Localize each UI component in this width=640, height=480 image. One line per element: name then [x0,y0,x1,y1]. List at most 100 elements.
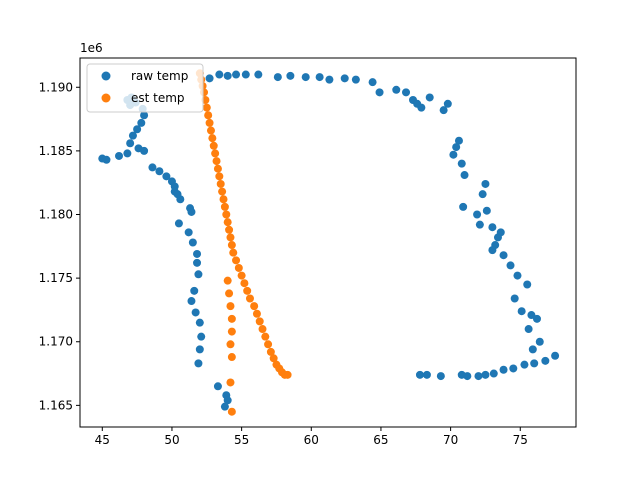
data-point [460,171,469,180]
x-tick-label: 60 [304,433,319,447]
data-point [137,118,146,127]
data-point [170,182,179,191]
data-point [392,85,401,94]
data-point [225,225,234,234]
data-point [527,311,536,320]
data-point [123,149,132,158]
data-point [478,190,487,199]
data-point [439,106,448,115]
data-point [102,155,111,164]
y-tick-label: 1.165 [39,398,73,412]
data-point [283,370,292,379]
data-point [523,280,532,289]
data-point [195,345,204,354]
y-offset-label: 1e6 [80,41,103,55]
y-tick-label: 1.185 [39,144,73,158]
data-point [204,111,213,120]
x-tick-label: 65 [373,433,388,447]
data-point [211,149,220,158]
data-point [232,256,241,265]
data-point [286,71,295,80]
y-tick-label: 1.175 [39,271,73,285]
data-point [162,172,171,181]
legend-box [86,63,204,113]
data-point [115,151,124,160]
data-point [528,345,537,354]
data-point [325,75,334,84]
x-tick-label: 70 [443,433,458,447]
legend-label: est temp [131,91,185,105]
data-point [520,360,529,369]
data-point [193,258,202,267]
data-point [133,125,142,134]
data-point [375,88,384,97]
legend-label: raw temp [131,69,188,83]
data-point [173,190,182,199]
data-point [269,354,278,363]
data-point [457,159,466,168]
data-point [226,233,235,242]
data-point [315,73,324,82]
data-point [140,111,149,120]
data-point [530,359,539,368]
x-tick-label: 50 [164,433,179,447]
data-point [475,220,484,229]
data-point [436,372,445,381]
data-point [452,143,461,152]
data-point [215,172,224,181]
data-point [417,103,426,112]
data-point [496,228,505,237]
data-point [191,308,200,317]
data-point [443,99,452,108]
data-point [482,206,491,215]
data-point [513,271,522,280]
data-point [506,261,515,270]
data-point [128,131,137,140]
data-point [226,378,235,387]
data-point [218,187,227,196]
data-point [551,351,560,360]
legend-marker [101,93,111,103]
data-point [227,314,236,323]
data-point [190,286,199,295]
data-point [213,164,222,173]
data-point [524,325,533,334]
data-point [273,73,282,82]
data-point [255,317,264,326]
series-est-temp [195,69,292,416]
data-point [415,370,424,379]
data-point [264,340,273,349]
data-point [148,163,157,172]
data-point [459,202,468,211]
data-point [187,207,196,216]
data-point [140,146,149,155]
data-point [195,318,204,327]
data-point [193,249,202,258]
data-point [227,327,236,336]
data-point [368,78,377,87]
data-point [481,179,490,188]
data-point [205,118,214,127]
data-point [223,276,232,285]
y-tick-label: 1.170 [39,335,73,349]
data-point [301,73,310,82]
data-point [227,353,236,362]
data-point [226,302,235,311]
x-tick-label: 75 [513,433,528,447]
y-tick-label: 1.190 [39,80,73,94]
data-point [223,396,232,405]
data-point [223,218,232,227]
data-point [488,246,497,255]
data-point [208,134,217,143]
data-point [422,370,431,379]
data-point [197,332,206,341]
data-point [206,126,215,135]
legend-marker [101,71,111,81]
data-point [212,157,221,166]
data-point [213,382,222,391]
data-point [340,74,349,83]
data-point [234,263,243,272]
data-point [188,238,197,247]
data-point [258,325,267,334]
